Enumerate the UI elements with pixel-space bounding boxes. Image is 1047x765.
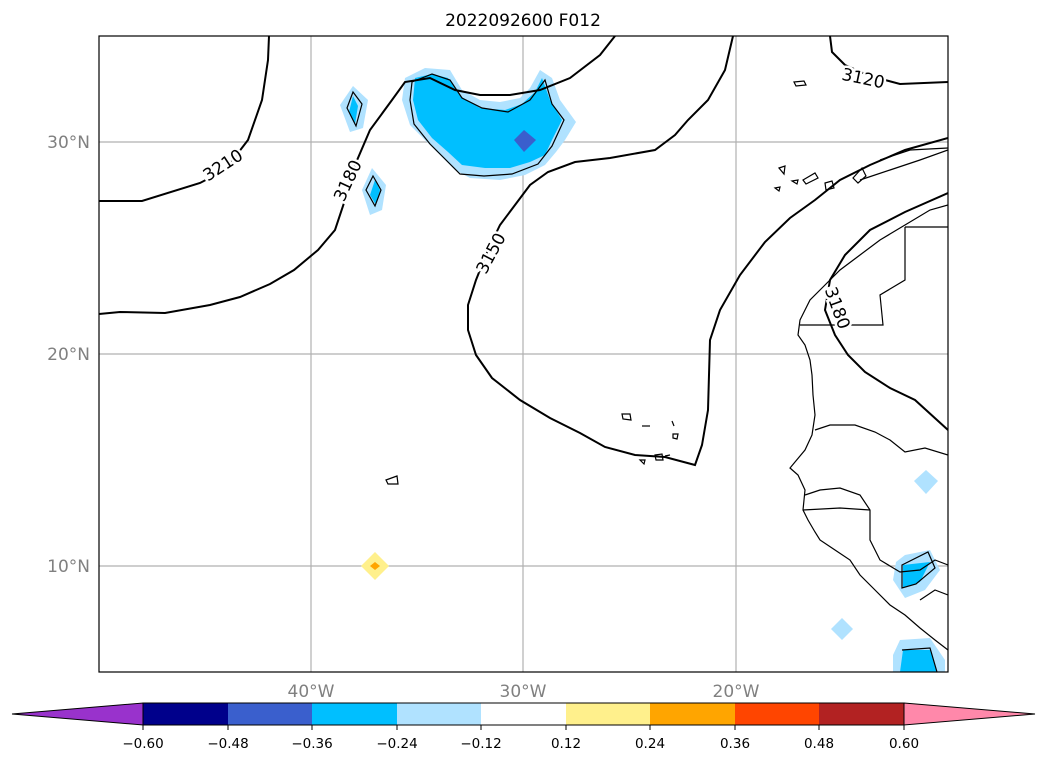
- colorbar-tick-label: −0.36: [291, 736, 332, 752]
- anomaly-outlines: [346, 73, 938, 672]
- anomaly-patch-main-core: [514, 130, 536, 152]
- island-8: [621, 413, 632, 421]
- border-8: [859, 149, 948, 181]
- anomaly-outline-small-1: [346, 90, 363, 128]
- colorbar-tick-label: −0.48: [207, 736, 248, 752]
- colorbar-segment-2: [228, 703, 312, 725]
- anomaly-patch-east-3: [831, 618, 853, 640]
- island-6: [852, 166, 867, 184]
- colorbar-segment-1: [143, 703, 228, 725]
- colorbar-tick-label: 0.12: [551, 736, 581, 752]
- colorbar-tick-label: 0.48: [804, 736, 834, 752]
- colorbar-tick-marks: [142, 725, 905, 730]
- plot-frame: [98, 35, 949, 673]
- colorbar-tick-label: −0.12: [460, 736, 501, 752]
- coastlines: [385, 80, 948, 651]
- anomaly-outline-small-2: [365, 174, 382, 208]
- lat-tick-20n: 20°N: [47, 345, 90, 365]
- border-2: [800, 227, 906, 326]
- colorbar-tick-label: −0.60: [122, 736, 163, 752]
- anomaly-patch-positive-core: [370, 562, 380, 570]
- lon-tick-40w: 40°W: [288, 682, 335, 702]
- island-1: [793, 80, 807, 87]
- island-3: [790, 179, 799, 185]
- colorbar-tick-label: 0.24: [635, 736, 665, 752]
- colorbar-tick-label: −0.24: [376, 736, 417, 752]
- lon-tick-labels: 40°W 30°W 20°W: [288, 682, 760, 702]
- lat-tick-labels: 30°N 20°N 10°N: [47, 133, 90, 577]
- island-5: [824, 180, 835, 191]
- anomaly-outline-main: [409, 73, 565, 177]
- island-4: [802, 172, 819, 185]
- contour-3180-west: [99, 36, 616, 315]
- colorbar-segment-6: [566, 703, 650, 725]
- island-10: [671, 420, 675, 427]
- africa-coastline: [789, 204, 948, 651]
- colorbar-segment-8: [735, 703, 819, 725]
- lon-tick-20w: 20°W: [713, 682, 760, 702]
- anomaly-patch-east-1: [914, 470, 938, 494]
- colorbar-segment-5: [481, 703, 566, 725]
- colorbar-extend-low: [11, 702, 144, 726]
- border-7: [879, 147, 948, 161]
- colorbar-tick-labels: −0.60 −0.48 −0.36 −0.24 −0.12 0.12 0.24 …: [122, 736, 919, 752]
- height-contours: [99, 36, 948, 467]
- island-14: [664, 454, 671, 457]
- island-13: [654, 453, 664, 461]
- contour-3150: [467, 36, 948, 467]
- island-11: [672, 433, 679, 440]
- island-12: [638, 459, 646, 466]
- border-5: [802, 507, 871, 511]
- contour-3210: [99, 36, 270, 202]
- colorbar-tick-label: 0.60: [889, 736, 919, 752]
- colorbar-frame: [142, 702, 905, 726]
- anomaly-outline-east-2: [901, 551, 936, 589]
- map-plot-area: 3210 3180 3150 3120 3180: [98, 35, 949, 673]
- anomaly-patch-small-1-core: [349, 96, 358, 124]
- border-3: [814, 424, 948, 456]
- lat-tick-30n: 30°N: [47, 133, 90, 153]
- anomaly-patch-east-4-core: [900, 650, 937, 672]
- anomaly-outline-east-4: [901, 647, 938, 672]
- colorbar-tick-label: 0.36: [720, 736, 750, 752]
- contour-3180-east: [823, 192, 948, 431]
- map-title: 2022092600 F012: [445, 11, 601, 31]
- colorbar: −0.60 −0.48 −0.36 −0.24 −0.12 0.12 0.24 …: [11, 702, 1036, 752]
- colorbar-segment-9: [819, 703, 904, 725]
- island-2: [777, 165, 786, 176]
- lat-tick-10n: 10°N: [47, 557, 90, 577]
- border-4: [804, 487, 948, 573]
- colorbar-segment-4: [397, 703, 481, 725]
- lon-tick-30w: 30°W: [500, 682, 547, 702]
- colorbar-extend-high: [903, 702, 1036, 726]
- island-15: [385, 475, 399, 485]
- contour-3120: [829, 36, 948, 86]
- colorbar-segment-3: [312, 703, 397, 725]
- border-6: [919, 589, 948, 601]
- island-7: [773, 186, 781, 193]
- colorbar-segment-7: [650, 703, 735, 725]
